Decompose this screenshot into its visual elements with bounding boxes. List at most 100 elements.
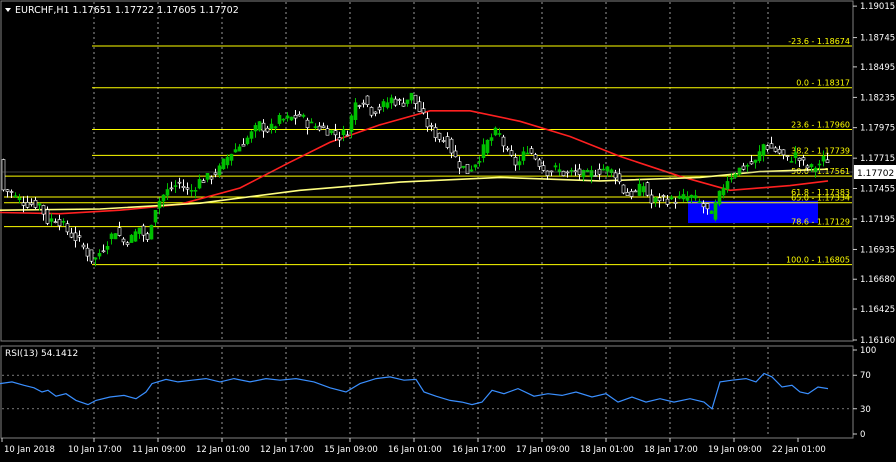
time-tick-label: 17 Jan 09:00 (516, 445, 570, 455)
candle-body (345, 134, 350, 137)
candle-body (593, 175, 598, 177)
time-tick-label: 18 Jan 01:00 (580, 445, 634, 455)
candle-body (257, 121, 262, 131)
candle-body (465, 164, 470, 175)
candle-body (581, 170, 586, 178)
price-tick-label: 1.16680 (860, 275, 895, 285)
price-axis: 1.19015 1.18745 1.18495 1.18235 1.17975 1.177… (853, 2, 895, 346)
candle-body (329, 130, 334, 134)
candle-body (701, 203, 706, 208)
candle-body (793, 152, 798, 158)
candle-body (825, 159, 830, 164)
candle-body (137, 227, 142, 234)
candle-body (189, 190, 194, 192)
candle-body (89, 249, 94, 262)
candle-body (501, 136, 506, 147)
candle-body (753, 159, 758, 163)
price-tick-label: 1.19015 (860, 2, 895, 12)
candle-body (49, 218, 54, 222)
candle-body (73, 232, 78, 241)
candle-body (445, 136, 450, 148)
candle-body (157, 200, 162, 209)
candle-body (645, 182, 650, 196)
candle-body (81, 244, 86, 248)
fib-level-label: 23.6 - 1.17960 (791, 120, 850, 129)
time-grid (93, 2, 769, 437)
time-tick-label: 22 Jan 01:00 (772, 445, 826, 455)
candle-body (637, 183, 642, 196)
support-zone (688, 200, 818, 224)
candle-body (365, 95, 370, 105)
candle-body (693, 195, 698, 199)
candle-body (809, 164, 814, 168)
candle-body (53, 221, 58, 223)
candle-body (713, 202, 718, 220)
rsi-line (0, 372, 829, 410)
candle-body (149, 224, 154, 240)
candle-body (253, 125, 258, 132)
candle-body (813, 167, 818, 172)
candle-body (557, 169, 562, 172)
price-tick-label: 1.18495 (860, 63, 895, 73)
candle-body (185, 187, 190, 190)
candle-body (685, 196, 690, 201)
candle-body (641, 186, 646, 193)
candle-body (17, 197, 22, 201)
candle-body (77, 235, 82, 238)
candle-body (613, 172, 618, 179)
candle-body (569, 170, 574, 172)
candle-body (797, 157, 802, 161)
price-tick-label: 1.16160 (860, 336, 895, 346)
candle-body (285, 115, 290, 119)
candle-body (361, 102, 366, 105)
candle-body (265, 127, 270, 133)
candle-body (357, 105, 362, 107)
candle-body (277, 115, 282, 124)
candle-body (505, 147, 510, 150)
current-price-marker (854, 165, 896, 179)
candle-body (297, 114, 302, 117)
candle-body (737, 167, 742, 175)
candle-body (417, 101, 422, 112)
candle-body (173, 185, 178, 187)
candle-body (633, 190, 638, 193)
candle-body (541, 165, 546, 171)
candle-body (817, 163, 822, 166)
triangle-down-icon[interactable] (5, 8, 11, 12)
time-tick-label: 15 Jan 09:00 (324, 445, 378, 455)
candle-body (453, 150, 458, 158)
candle-body (353, 102, 358, 120)
candle-body (241, 144, 246, 147)
candle-body (657, 197, 662, 202)
candle-body (821, 155, 826, 162)
price-tick-label: 1.16935 (860, 245, 895, 255)
candle-body (545, 170, 550, 176)
candle-body (289, 116, 294, 121)
candle-body (9, 191, 14, 193)
candle-body (293, 115, 298, 119)
candle-body (165, 189, 170, 196)
candle-body (1, 159, 6, 191)
candle-body (61, 221, 66, 223)
candle-body (217, 165, 222, 176)
candle-body (729, 177, 734, 180)
candle-body (513, 157, 518, 166)
candle-body (273, 126, 278, 129)
time-tick-label: 19 Jan 09:00 (708, 445, 762, 455)
candle-body (309, 121, 314, 124)
price-tick-label: 1.16425 (860, 305, 895, 315)
candle-body (617, 173, 622, 183)
candle-body (773, 147, 778, 152)
support-zone-rect (688, 200, 818, 224)
candle-body (373, 111, 378, 114)
candle-body (413, 94, 418, 104)
candle-body (93, 257, 98, 260)
rsi-tick-label: 100 (860, 346, 876, 356)
candle-body (621, 184, 626, 194)
time-axis: 10 Jan 2018 10 Jan 17:00 11 Jan 09:00 12 Ja… (1, 438, 826, 455)
candle-body (233, 149, 238, 153)
candle-body (493, 127, 498, 136)
candle-body (509, 150, 514, 156)
